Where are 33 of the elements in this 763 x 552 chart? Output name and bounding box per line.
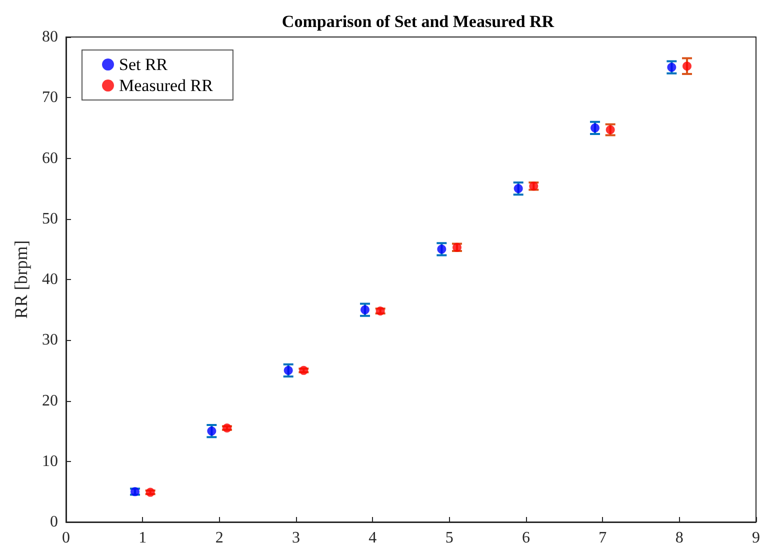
x-tick-label: 0: [62, 530, 70, 546]
x-tick-label: 4: [368, 530, 377, 546]
y-tick-label: 40: [42, 271, 58, 288]
y-tick-label: 10: [42, 452, 58, 470]
y-tick-label: 60: [42, 150, 58, 167]
point: [360, 305, 370, 314]
x-tick-label: 7: [598, 530, 607, 546]
y-tick-label: 80: [42, 28, 58, 46]
x-tick-label: 6: [522, 530, 530, 546]
point: [682, 62, 692, 71]
chart-title: Comparison of Set and Measured RR: [282, 12, 555, 31]
point: [299, 366, 308, 375]
point: [667, 62, 676, 72]
y-tick-label: 50: [42, 210, 58, 228]
y-tick-label: 0: [50, 514, 58, 530]
legend-label: Measured RR: [119, 76, 214, 95]
point: [284, 366, 293, 375]
point: [514, 184, 523, 194]
y-tick-label: 70: [42, 89, 58, 106]
point: [222, 424, 232, 433]
x-tick-label: 8: [675, 530, 684, 546]
legend-label: Set RR: [119, 55, 168, 74]
y-tick-label: 30: [42, 332, 58, 349]
x-tick-label: 5: [445, 530, 454, 546]
y-axis-title: RR [brpm]: [11, 240, 31, 319]
y-tick-label: 20: [42, 392, 58, 410]
x-tick-label: 1: [138, 530, 147, 546]
x-tick-label: 2: [215, 530, 224, 546]
point: [437, 244, 446, 254]
point: [590, 123, 600, 132]
x-tick-label: 3: [292, 530, 300, 546]
point: [207, 426, 216, 436]
x-tick-label: 9: [752, 530, 760, 546]
